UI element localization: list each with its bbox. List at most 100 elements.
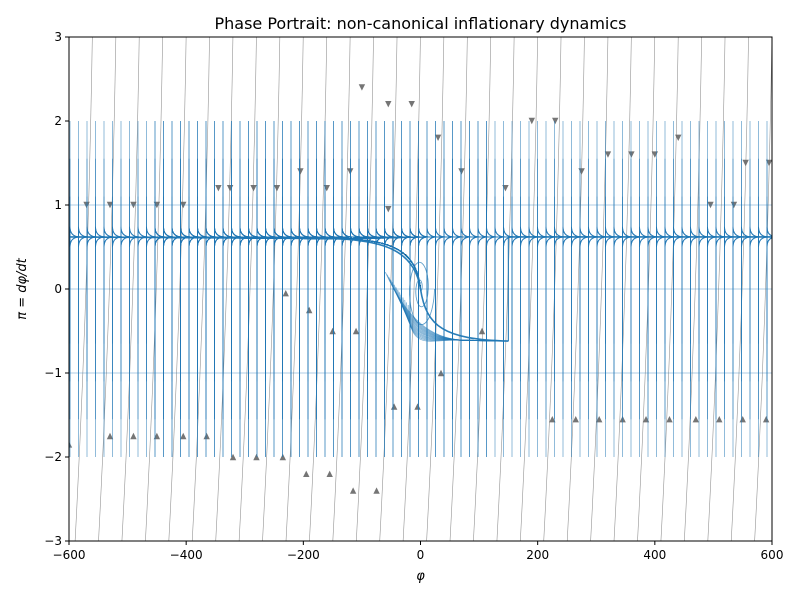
trajectory: [299, 158, 421, 290]
field-arrow: [305, 306, 313, 314]
trajectory: [273, 196, 421, 290]
trajectory: [732, 226, 772, 457]
trajectory: [146, 158, 421, 290]
trajectory: [248, 226, 772, 457]
trajectory: [316, 226, 772, 457]
trajectory: [579, 226, 772, 344]
trajectory: [358, 121, 772, 247]
trajectory: [95, 226, 421, 420]
trajectory: [256, 226, 421, 344]
field-arrow: [385, 206, 392, 213]
trajectory: [316, 226, 772, 420]
trajectory: [452, 226, 772, 457]
trajectory: [596, 121, 772, 247]
trajectory: [205, 158, 421, 290]
trajectory: [171, 226, 772, 420]
trajectory: [392, 226, 772, 344]
trajectory: [426, 196, 772, 247]
reference-lines: [69, 204, 772, 374]
trajectory: [460, 158, 772, 247]
field-arrow: [742, 159, 749, 167]
field-arrow: [215, 185, 222, 192]
trajectory: [579, 226, 772, 457]
trajectory: [741, 226, 772, 420]
trajectory: [154, 226, 772, 344]
trajectory: [282, 226, 421, 420]
trajectory: [307, 121, 772, 247]
trajectory: [418, 226, 772, 344]
trajectory: [409, 226, 772, 420]
trajectory: [333, 158, 421, 290]
trajectory: [407, 304, 509, 342]
trajectory: [231, 226, 421, 457]
trajectory: [486, 226, 772, 420]
trajectory: [494, 121, 772, 247]
trajectory: [239, 121, 772, 247]
trajectory: [222, 226, 772, 382]
trajectory: [299, 226, 421, 344]
trajectory: [205, 226, 421, 344]
trajectory: [112, 226, 421, 382]
trajectory: [171, 196, 421, 290]
trajectory: [188, 226, 772, 344]
trajectory: [256, 158, 772, 247]
field-arrow: [226, 185, 234, 192]
field-arrow: [478, 327, 486, 335]
trajectory: [392, 196, 772, 247]
x-tick-label: −200: [287, 548, 320, 562]
trajectory: [656, 226, 772, 420]
trajectory: [588, 226, 772, 420]
trajectory: [282, 226, 421, 382]
trajectory: [171, 226, 772, 344]
trajectory: [188, 226, 421, 382]
trajectory: [630, 226, 772, 344]
trajectory: [698, 121, 772, 247]
trajectory: [469, 226, 772, 457]
trajectory: [486, 226, 772, 382]
trajectory: [698, 226, 772, 457]
field-arrow: [434, 134, 442, 141]
trajectory: [749, 226, 772, 457]
trajectory: [86, 226, 421, 420]
trajectory: [690, 226, 772, 457]
trajectory: [656, 226, 772, 457]
trajectory: [630, 226, 772, 457]
trajectory: [256, 226, 421, 420]
trajectory: [95, 226, 421, 344]
trajectory: [188, 226, 421, 457]
trajectory: [248, 226, 772, 420]
trajectory: [171, 158, 421, 290]
trajectory: [197, 158, 421, 290]
trajectory: [154, 226, 772, 420]
trajectory: [588, 121, 772, 247]
trajectory: [664, 121, 772, 247]
trajectory: [324, 158, 421, 290]
trajectory: [596, 226, 772, 382]
trajectory: [579, 226, 772, 420]
trajectory: [214, 158, 421, 290]
trajectory: [171, 196, 772, 247]
trajectory: [630, 226, 772, 420]
trajectory: [282, 226, 421, 457]
trajectory: [69, 236, 422, 290]
trajectory: [486, 196, 772, 247]
trajectory: [707, 196, 772, 247]
trajectory: [690, 226, 772, 382]
trajectory: [639, 226, 772, 344]
trajectory: [171, 121, 772, 247]
trajectory: [171, 226, 421, 344]
trajectory: [197, 121, 772, 247]
trajectory: [188, 226, 772, 457]
y-tick-label: 1: [54, 198, 62, 212]
trajectory: [596, 158, 772, 247]
trajectory: [409, 121, 772, 247]
field-arrow: [458, 168, 465, 175]
trajectory: [350, 226, 429, 382]
trajectory: [171, 226, 421, 457]
trajectory: [656, 226, 772, 382]
trajectory: [469, 226, 772, 420]
trajectory: [511, 226, 772, 344]
trajectory: [307, 226, 772, 382]
x-tick-label: −600: [53, 548, 86, 562]
field-arrow: [203, 432, 210, 440]
